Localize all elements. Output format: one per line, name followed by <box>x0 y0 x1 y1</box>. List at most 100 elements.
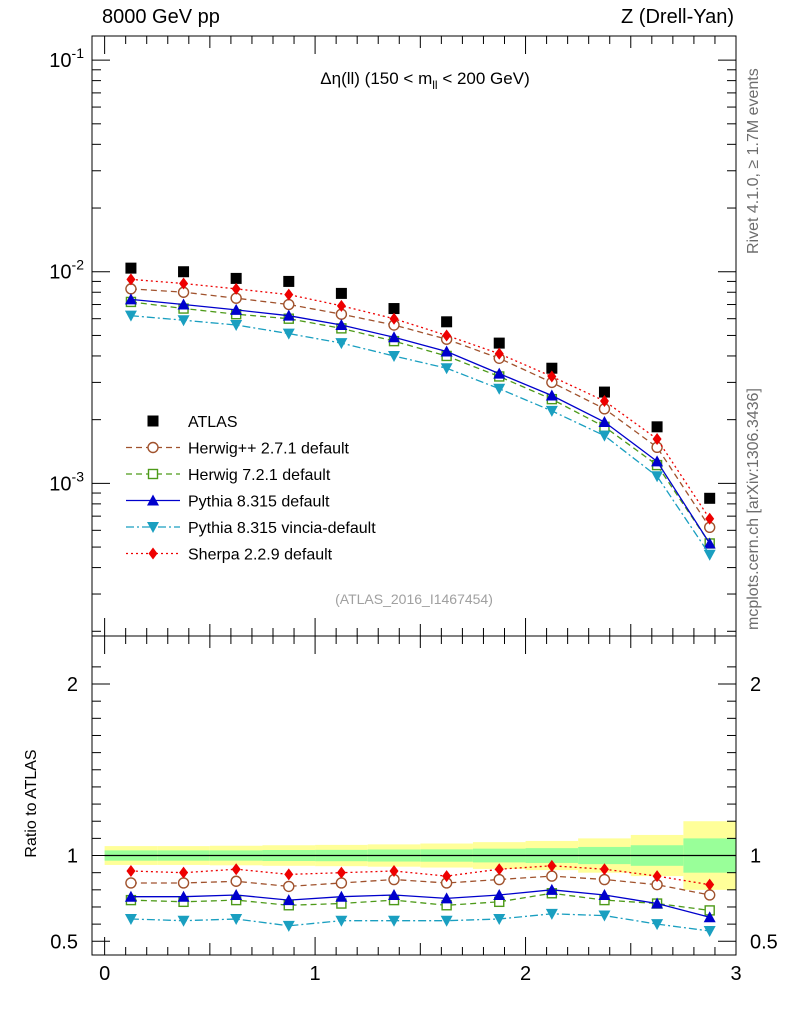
ratio-point-pythia <box>282 894 295 906</box>
legend-label: Pythia 8.315 vincia-default <box>188 520 376 537</box>
ratio-point-vincia <box>545 908 558 920</box>
chart-title: Δη(ll) (150 < mll < 200 GeV) <box>320 69 529 92</box>
ratio-point-vincia <box>177 915 190 927</box>
main-point-pythia <box>703 537 716 549</box>
main-point-pythia <box>545 389 558 401</box>
ratio-y-tick-label-right: 0.5 <box>750 931 778 953</box>
legend-marker <box>147 441 159 454</box>
y-tick-label: 10-3 <box>49 468 84 495</box>
main-point-atlas <box>125 262 137 274</box>
main-point-sherpa <box>126 273 136 286</box>
main-point-atlas <box>704 492 716 504</box>
main-point-vincia <box>124 310 137 322</box>
ratio-series-herwig7 <box>125 888 715 916</box>
ratio-point-vincia <box>388 915 401 927</box>
ratio-point-sherpa <box>389 864 399 877</box>
ratio-point-herwigpp <box>230 875 242 887</box>
legend-entry-sherpa: Sherpa 2.2.9 default <box>126 547 333 564</box>
main-series-atlas <box>125 262 716 504</box>
ratio-point-vincia <box>493 913 506 925</box>
main-point-sherpa <box>494 347 504 360</box>
legend-marker <box>148 547 158 560</box>
legend-entry-atlas: ATLAS <box>147 414 238 431</box>
main-point-pythia <box>177 298 190 310</box>
main-point-atlas <box>335 287 347 299</box>
ratio-point-pythia <box>598 888 611 900</box>
ratio-line-herwigpp <box>130 875 710 896</box>
legend-marker <box>147 468 159 480</box>
main-point-sherpa <box>336 299 346 312</box>
legend-entry-vincia: Pythia 8.315 vincia-default <box>126 520 376 537</box>
ratio-series-sherpa <box>126 859 715 891</box>
ratio-point-herwigpp <box>546 870 558 882</box>
legend-label: ATLAS <box>188 414 238 431</box>
legend-label: Herwig++ 2.7.1 default <box>188 441 350 458</box>
legend-label: Herwig 7.2.1 default <box>188 467 331 484</box>
main-point-sherpa <box>284 288 294 301</box>
ratio-point-sherpa <box>179 866 189 879</box>
main-point-sherpa <box>705 512 715 525</box>
main-point-vincia <box>651 471 664 483</box>
x-tick-label: 1 <box>310 963 321 985</box>
main-point-vincia <box>177 315 190 327</box>
ratio-point-pythia <box>230 888 243 900</box>
x-ticks <box>104 36 737 955</box>
main-series-vincia <box>124 310 716 561</box>
ratio-point-pythia <box>651 897 664 909</box>
ratio-y-ticks <box>92 666 736 942</box>
ratio-point-herwigpp <box>703 889 716 901</box>
ratio-plot-frame <box>91 635 737 956</box>
ratio-point-vincia <box>282 920 295 932</box>
ratio-line-vincia <box>130 913 710 932</box>
ratio-point-pythia <box>177 890 190 902</box>
ratio-point-pythia <box>545 883 558 895</box>
main-point-vincia <box>703 549 716 561</box>
ratio-point-herwigpp <box>177 877 190 889</box>
main-series-pythia <box>124 293 716 549</box>
legend-entry-herwig7: Herwig 7.2.1 default <box>126 467 331 484</box>
ratio-point-sherpa <box>442 870 452 883</box>
ratio-y-tick-label-right: 1 <box>750 846 761 868</box>
main-point-vincia <box>545 405 558 417</box>
main-point-vincia <box>230 320 243 332</box>
ratio-point-herwigpp <box>283 880 295 893</box>
ratio-point-vincia <box>230 913 243 925</box>
ratio-point-pythia <box>703 911 716 923</box>
ratio-point-pythia <box>335 890 348 902</box>
main-point-pythia <box>598 415 611 427</box>
header-beam-energy: 8000 GeV pp <box>102 6 220 28</box>
legend-marker <box>147 415 159 427</box>
legend-marker <box>147 522 159 533</box>
legend-marker <box>147 494 159 506</box>
ratio-point-pythia <box>440 892 453 904</box>
ratio-point-sherpa <box>494 863 504 876</box>
x-tick-label: 2 <box>520 963 531 985</box>
main-point-atlas <box>651 421 663 433</box>
ratio-point-sherpa <box>336 866 346 879</box>
main-point-vincia <box>388 350 401 362</box>
ratio-point-sherpa <box>599 863 609 876</box>
y-tick-label: 10-2 <box>49 257 84 284</box>
main-point-atlas <box>441 316 453 328</box>
ratio-point-sherpa <box>652 870 662 883</box>
ratio-point-vincia <box>703 925 716 937</box>
ratio-point-vincia <box>651 919 664 931</box>
ratio-series-vincia <box>124 908 716 937</box>
main-point-herwigpp <box>283 298 295 311</box>
main-line-sherpa <box>130 278 711 520</box>
main-point-vincia <box>598 430 611 442</box>
ratio-line-pythia <box>130 889 710 918</box>
main-point-pythia <box>335 319 348 331</box>
ratio-y-axis-label: Ratio to ATLAS <box>23 749 40 857</box>
main-point-vincia <box>282 328 295 340</box>
ratio-point-sherpa <box>231 863 241 876</box>
x-tick-label: 0 <box>99 963 110 985</box>
ratio-point-vincia <box>598 910 611 922</box>
ratio-point-herwigpp <box>493 873 505 886</box>
ratio-y-tick-label-right: 2 <box>750 674 761 696</box>
main-point-atlas <box>283 275 295 287</box>
main-point-sherpa <box>179 277 189 290</box>
legend-label: Pythia 8.315 default <box>188 494 330 511</box>
header-process: Z (Drell-Yan) <box>621 6 734 28</box>
main-point-vincia <box>440 363 453 375</box>
